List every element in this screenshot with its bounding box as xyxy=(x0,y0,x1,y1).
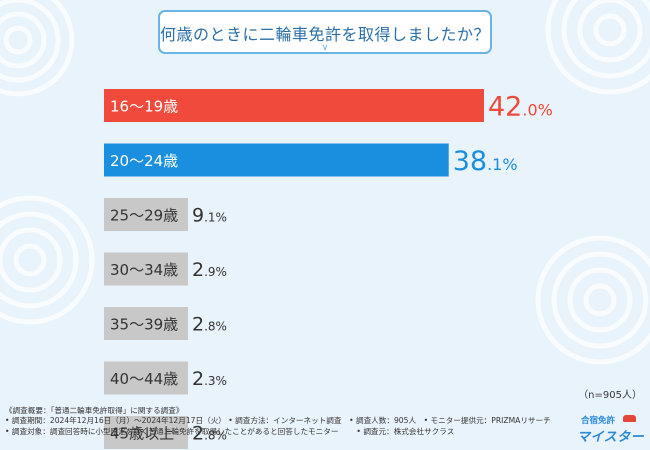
category-label: 35～39歳 xyxy=(110,316,178,334)
footer-source-text: • 調査元：株式会社サクラス xyxy=(356,426,455,436)
logo-main-text: マイスター xyxy=(577,430,645,445)
bar-7 xyxy=(104,416,188,449)
logo: 合宿免許 マイスター xyxy=(575,414,645,446)
bar-5 xyxy=(104,307,188,340)
category-label: 30～34歳 xyxy=(110,261,178,279)
chevron-down-icon: ∨ xyxy=(321,43,329,53)
category-label: 20～24歳 xyxy=(110,152,178,170)
bar-1 xyxy=(104,89,484,122)
value-label: 42.0% xyxy=(488,92,553,123)
bar-6 xyxy=(104,361,188,395)
value-label: 2.8% xyxy=(192,423,227,445)
value-label: 38.1% xyxy=(453,146,518,177)
bar-3 xyxy=(104,198,188,231)
footer-target-text: • 調査対象：調査回答時に小型限定を除く普通二輪免許を取得したことがあると回答し… xyxy=(5,426,339,436)
car-icon xyxy=(623,415,636,422)
logo-top-text: 合宿免許 xyxy=(581,416,616,426)
value-label: 2.8% xyxy=(192,314,227,336)
survey-footer: 《調査概要：「普通二輪車免許取得」に関する調査》 • 調査期間：2024年12月… xyxy=(5,406,565,437)
value-label: 2.3% xyxy=(192,368,227,390)
bar-2 xyxy=(104,143,449,177)
chart-title: 何歳のときに二輪車免許を取得しましたか？ xyxy=(160,25,491,44)
footer-line-overview: 《調査概要：「普通二輪車免許取得」に関する調査》 xyxy=(5,406,184,415)
footer-line-target: • 調査対象：調査回答時に小型限定を除く普通二輪免許を取得したことがあると回答し… xyxy=(5,427,565,437)
bar-4 xyxy=(104,252,188,286)
sample-size-note: （n=905人） xyxy=(578,390,642,401)
title-box: 何歳のときに二輪車免許を取得しましたか？ ∨ xyxy=(158,10,492,54)
category-label: 25～29歳 xyxy=(110,207,178,225)
category-label: 45歳以上 xyxy=(110,425,174,443)
value-label: 2.9% xyxy=(192,259,227,281)
category-label: 16～19歳 xyxy=(110,98,178,116)
footer-line-period: • 調査期間：2024年12月16日（月）～2024年12月17日（火） • 調… xyxy=(5,416,551,426)
value-label: 9.1% xyxy=(192,205,227,227)
category-label: 40～44歳 xyxy=(110,370,178,388)
